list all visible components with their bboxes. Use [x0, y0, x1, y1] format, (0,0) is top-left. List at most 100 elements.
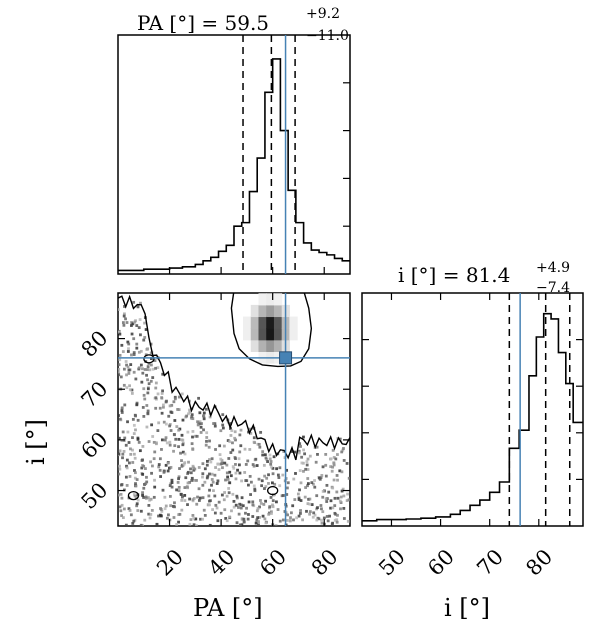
density-sample-point — [188, 522, 192, 526]
density-sample-point — [132, 351, 136, 354]
density-sample-point — [329, 506, 332, 510]
density-sample-point — [232, 499, 236, 503]
density-cell — [250, 304, 259, 318]
density-sample-point — [229, 427, 232, 430]
density-sample-point — [133, 456, 137, 460]
density-sample-point — [205, 431, 209, 435]
density-sample-point — [214, 466, 217, 469]
density-sample-point — [142, 464, 146, 468]
density-sample-point — [312, 511, 316, 515]
density-sample-point — [253, 487, 257, 491]
density-sample-point — [134, 471, 137, 475]
density-sample-point — [177, 445, 180, 449]
density-sample-point — [210, 483, 213, 487]
density-sample-point — [126, 350, 130, 353]
pa-histogram-panel — [117, 34, 351, 275]
density-sample-point — [180, 433, 184, 437]
density-sample-point — [170, 411, 174, 414]
density-sample-point — [168, 466, 171, 470]
density-sample-point — [174, 437, 178, 441]
i-title-sub: −7.4 — [536, 280, 570, 296]
density-sample-point — [224, 517, 228, 520]
density-sample-point — [155, 442, 158, 446]
density-sample-point — [329, 465, 333, 469]
density-sample-point — [131, 521, 135, 525]
density-sample-point — [160, 392, 164, 395]
density-sample-point — [122, 323, 126, 327]
density-sample-point — [183, 499, 187, 502]
density-sample-point — [125, 458, 129, 462]
density-sample-point — [128, 388, 132, 392]
density-sample-point — [202, 508, 206, 512]
density-sample-point — [161, 372, 165, 376]
density-sample-point — [135, 496, 138, 500]
density-sample-point — [168, 495, 172, 498]
joint-x-tick-label: 20 — [152, 545, 188, 581]
density-sample-point — [221, 461, 225, 465]
density-sample-point — [247, 500, 251, 504]
density-sample-point — [264, 499, 268, 503]
density-sample-point — [118, 467, 122, 471]
density-sample-point — [130, 392, 134, 395]
density-sample-point — [214, 448, 217, 451]
density-sample-point — [135, 403, 139, 407]
density-sample-point — [272, 455, 276, 459]
density-sample-point — [172, 449, 175, 453]
density-sample-point — [177, 520, 180, 524]
density-sample-point — [157, 514, 160, 518]
density-sample-point — [290, 511, 293, 515]
density-sample-point — [190, 413, 194, 417]
density-sample-point — [143, 368, 147, 371]
density-sample-point — [123, 312, 126, 316]
density-sample-point — [165, 441, 169, 445]
density-sample-point — [127, 441, 131, 444]
density-sample-point — [205, 463, 209, 467]
density-sample-point — [205, 436, 209, 439]
density-sample-point — [300, 455, 304, 459]
density-sample-point — [200, 422, 203, 425]
density-sample-point — [310, 503, 314, 506]
density-sample-point — [130, 388, 134, 392]
density-sample-point — [209, 499, 212, 503]
density-sample-point — [346, 492, 349, 496]
density-sample-point — [197, 499, 201, 502]
density-sample-point — [145, 373, 148, 377]
density-sample-point — [197, 396, 200, 400]
density-sample-point — [248, 448, 252, 451]
density-sample-point — [143, 336, 147, 339]
density-sample-point — [149, 497, 153, 501]
density-sample-point — [324, 463, 328, 467]
density-sample-point — [239, 506, 243, 510]
density-sample-point — [150, 423, 154, 427]
density-sample-point — [139, 523, 143, 526]
density-sample-point — [231, 465, 235, 468]
density-sample-point — [151, 367, 155, 371]
density-sample-point — [133, 320, 137, 324]
density-sample-point — [325, 483, 329, 487]
density-sample-point — [169, 504, 173, 508]
i-title: i [°] = 81.4 — [398, 263, 510, 287]
density-sample-point — [180, 498, 184, 502]
density-sample-point — [292, 477, 296, 481]
density-sample-point — [301, 518, 304, 522]
density-sample-point — [277, 476, 281, 479]
density-sample-point — [257, 520, 260, 524]
density-sample-point — [267, 473, 270, 477]
density-sample-point — [264, 521, 268, 525]
density-sample-point — [304, 467, 308, 471]
density-sample-point — [229, 422, 232, 425]
density-sample-point — [334, 457, 338, 461]
density-sample-point — [118, 368, 121, 371]
density-sample-point — [202, 414, 205, 418]
density-sample-point — [234, 471, 238, 475]
density-sample-point — [145, 475, 148, 479]
density-sample-point — [338, 437, 342, 441]
i-histogram-step — [362, 312, 583, 522]
density-sample-point — [198, 496, 202, 500]
density-sample-point — [156, 392, 160, 396]
density-sample-point — [340, 470, 344, 474]
density-sample-point — [134, 482, 137, 486]
truth-marker — [279, 351, 293, 365]
density-sample-point — [129, 452, 133, 456]
density-sample-point — [238, 471, 242, 475]
